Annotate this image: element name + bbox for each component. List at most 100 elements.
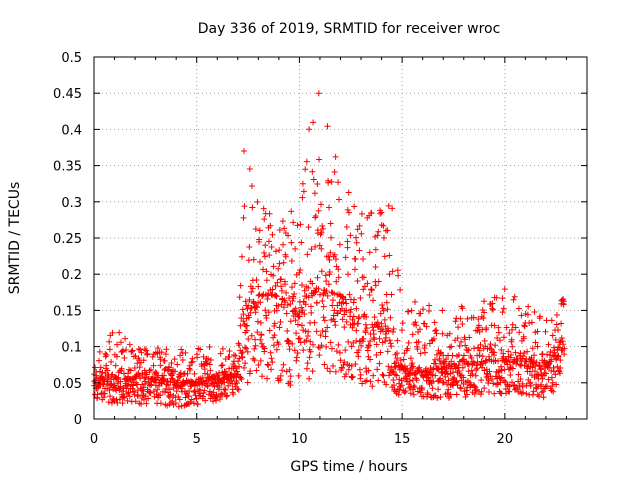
data-point — [481, 298, 488, 305]
data-point — [348, 362, 355, 369]
data-point — [354, 277, 361, 284]
data-point — [555, 352, 562, 359]
data-point — [509, 321, 516, 328]
data-point — [476, 347, 483, 354]
data-point — [126, 393, 133, 400]
data-point — [290, 295, 297, 302]
data-point — [269, 286, 276, 293]
data-point — [244, 379, 251, 386]
data-point — [167, 391, 174, 398]
data-point — [411, 384, 418, 391]
data-point — [556, 339, 563, 346]
data-point — [276, 227, 283, 234]
data-point — [124, 382, 131, 389]
data-point — [251, 357, 258, 364]
data-point — [139, 381, 146, 388]
data-point — [324, 365, 331, 372]
data-point — [390, 377, 397, 384]
data-point — [323, 343, 330, 350]
data-point — [345, 366, 352, 373]
data-point — [344, 244, 351, 251]
data-point — [489, 305, 496, 312]
data-point — [550, 368, 557, 375]
data-point — [457, 385, 464, 392]
data-point — [166, 386, 173, 393]
data-point — [280, 304, 287, 311]
data-point — [330, 312, 337, 319]
data-point — [107, 393, 114, 400]
data-point — [117, 339, 124, 346]
data-point — [145, 395, 152, 402]
data-point — [510, 296, 517, 303]
data-point — [219, 345, 226, 352]
data-point — [400, 356, 407, 363]
data-point — [498, 374, 505, 381]
data-point — [299, 307, 306, 314]
data-point — [440, 359, 447, 366]
y-tick-label: 0.25 — [53, 232, 82, 247]
data-point — [394, 267, 401, 274]
data-point — [175, 403, 182, 410]
data-point — [257, 336, 264, 343]
data-point — [492, 342, 499, 349]
data-point — [311, 319, 318, 326]
data-point — [561, 345, 568, 352]
data-point — [239, 306, 246, 313]
data-point — [538, 389, 545, 396]
data-point — [261, 249, 268, 256]
data-point — [300, 347, 307, 354]
data-point — [414, 388, 421, 395]
data-point — [177, 369, 184, 376]
data-point — [463, 387, 470, 394]
data-point — [140, 384, 147, 391]
data-point — [439, 330, 446, 337]
data-point — [252, 226, 259, 233]
data-point — [471, 383, 478, 390]
data-point — [123, 385, 130, 392]
data-point — [288, 239, 295, 246]
data-point — [377, 210, 384, 217]
data-point — [303, 365, 310, 372]
data-point — [520, 353, 527, 360]
data-point — [331, 168, 338, 175]
data-point — [352, 234, 359, 241]
data-point — [445, 377, 452, 384]
data-point — [487, 341, 494, 348]
data-point — [96, 357, 103, 364]
data-point — [506, 330, 513, 337]
data-point — [194, 354, 201, 361]
data-point — [363, 377, 370, 384]
data-point — [512, 349, 519, 356]
data-point — [236, 294, 243, 301]
data-point — [308, 246, 315, 253]
data-point — [345, 189, 352, 196]
data-point — [418, 368, 425, 375]
data-point — [370, 297, 377, 304]
data-point — [457, 315, 464, 322]
data-point — [271, 332, 278, 339]
data-point — [488, 346, 495, 353]
data-point — [278, 283, 285, 290]
data-point — [390, 368, 397, 375]
data-point — [395, 272, 402, 279]
data-point — [188, 396, 195, 403]
data-point — [336, 196, 343, 203]
data-point — [382, 338, 389, 345]
data-point — [300, 188, 307, 195]
data-point — [154, 345, 161, 352]
data-point — [187, 383, 194, 390]
data-point — [356, 222, 363, 229]
data-point — [309, 368, 316, 375]
data-point — [546, 352, 553, 359]
data-point — [204, 371, 211, 378]
data-point — [397, 357, 404, 364]
data-point — [312, 243, 319, 250]
data-point — [265, 238, 272, 245]
data-point — [270, 342, 277, 349]
data-point — [443, 356, 450, 363]
data-point — [255, 361, 262, 368]
data-point — [103, 362, 110, 369]
data-point — [117, 383, 124, 390]
data-point — [140, 396, 147, 403]
data-point — [294, 321, 301, 328]
